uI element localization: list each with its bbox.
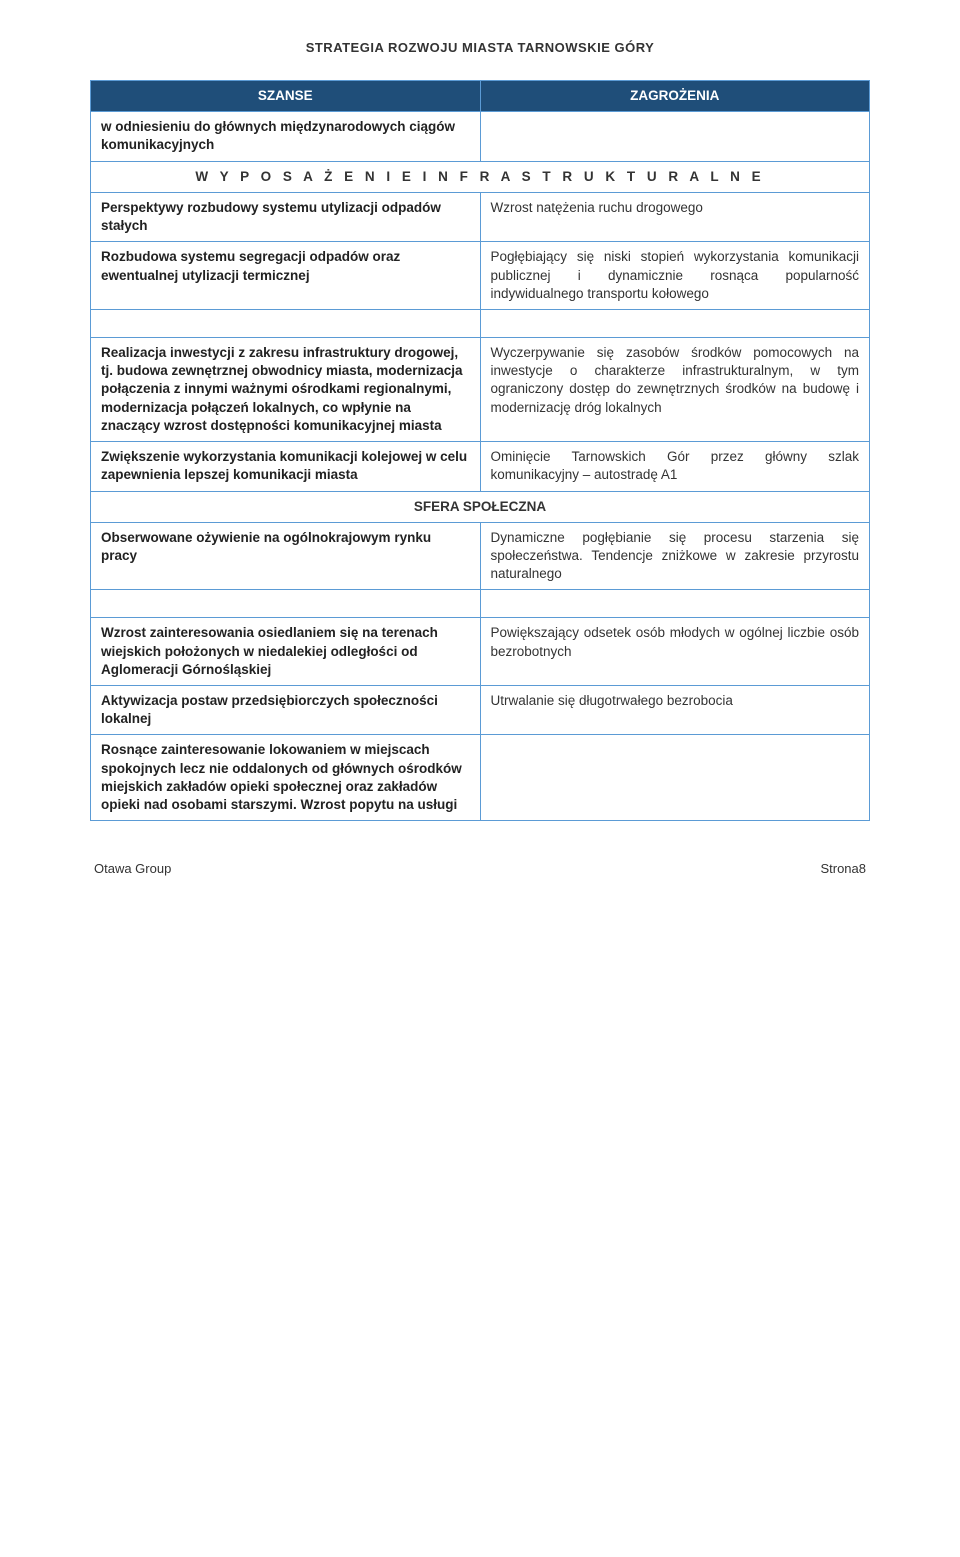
table-row: Realizacja inwestycji z zakresu infrastr…: [91, 337, 870, 441]
spacer-cell: [480, 309, 870, 337]
table-row: Perspektywy rozbudowy systemu utylizacji…: [91, 192, 870, 241]
table-row: Obserwowane ożywienie na ogólnokrajowym …: [91, 522, 870, 590]
spacer-cell: [91, 590, 481, 618]
footer-right: Strona8: [820, 861, 866, 876]
table-row: Rozbudowa systemu segregacji odpadów ora…: [91, 242, 870, 310]
table-row: SFERA SPOŁECZNA: [91, 491, 870, 522]
table-row: W Y P O S A Ż E N I E I N F R A S T R U …: [91, 161, 870, 192]
zagrozenia-cell: Powiększający odsetek osób młodych w ogó…: [480, 618, 870, 686]
page-footer: Otawa Group Strona8: [90, 861, 870, 876]
footer-left: Otawa Group: [94, 861, 171, 876]
table-row: [91, 309, 870, 337]
section-label: SFERA SPOŁECZNA: [91, 491, 870, 522]
table-row: Zwiększenie wykorzystania komunikacji ko…: [91, 442, 870, 491]
szanse-cell: Wzrost zainteresowania osiedlaniem się n…: [91, 618, 481, 686]
zagrozenia-cell: Dynamiczne pogłębianie się procesu starz…: [480, 522, 870, 590]
col-header-zagrozenia: ZAGROŻENIA: [480, 81, 870, 112]
section-label: W Y P O S A Ż E N I E I N F R A S T R U …: [91, 161, 870, 192]
szanse-cell: Aktywizacja postaw przedsiębiorczych spo…: [91, 686, 481, 735]
page-header: STRATEGIA ROZWOJU MIASTA TARNOWSKIE GÓRY: [90, 40, 870, 55]
swot-table: SZANSE ZAGROŻENIA w odniesieniu do główn…: [90, 80, 870, 821]
zagrozenia-cell: Wzrost natężenia ruchu drogowego: [480, 192, 870, 241]
spacer-cell: [480, 590, 870, 618]
zagrozenia-cell: Pogłębiający się niski stopień wykorzyst…: [480, 242, 870, 310]
table-row: Wzrost zainteresowania osiedlaniem się n…: [91, 618, 870, 686]
table-row: [91, 590, 870, 618]
zagrozenia-cell: Ominięcie Tarnowskich Gór przez główny s…: [480, 442, 870, 491]
zagrozenia-cell: [480, 112, 870, 161]
col-header-szanse: SZANSE: [91, 81, 481, 112]
szanse-cell: Obserwowane ożywienie na ogólnokrajowym …: [91, 522, 481, 590]
table-row: Aktywizacja postaw przedsiębiorczych spo…: [91, 686, 870, 735]
zagrozenia-cell: Utrwalanie się długotrwałego bezrobocia: [480, 686, 870, 735]
zagrozenia-cell: Wyczerpywanie się zasobów środków pomoco…: [480, 337, 870, 441]
szanse-cell: Zwiększenie wykorzystania komunikacji ko…: [91, 442, 481, 491]
szanse-cell: Realizacja inwestycji z zakresu infrastr…: [91, 337, 481, 441]
table-row: Rosnące zainteresowanie lokowaniem w mie…: [91, 735, 870, 821]
spacer-cell: [91, 309, 481, 337]
table-header-row: SZANSE ZAGROŻENIA: [91, 81, 870, 112]
szanse-cell: Perspektywy rozbudowy systemu utylizacji…: [91, 192, 481, 241]
zagrozenia-cell: [480, 735, 870, 821]
szanse-cell: Rozbudowa systemu segregacji odpadów ora…: [91, 242, 481, 310]
table-row: w odniesieniu do głównych międzynarodowy…: [91, 112, 870, 161]
szanse-cell: Rosnące zainteresowanie lokowaniem w mie…: [91, 735, 481, 821]
szanse-cell: w odniesieniu do głównych międzynarodowy…: [91, 112, 481, 161]
